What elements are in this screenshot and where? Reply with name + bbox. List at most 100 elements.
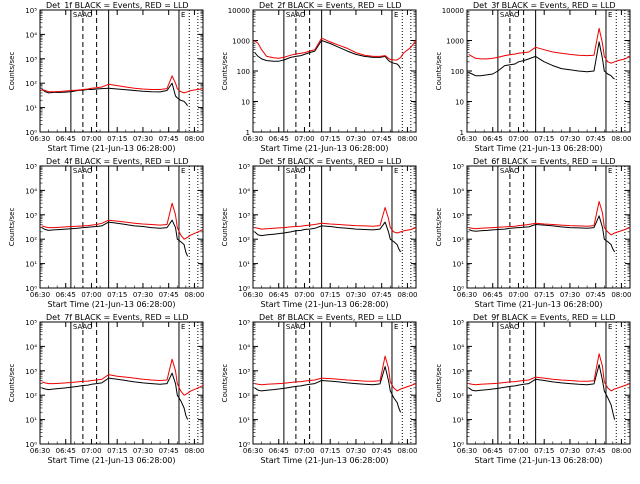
y-tick-label: 10³ [238, 212, 250, 220]
marker-label-right: E [181, 11, 185, 19]
y-tick-label: 10¹ [25, 417, 37, 425]
x-tick-label: 06:45 [483, 135, 503, 143]
y-axis-label: Counts/sec [435, 208, 443, 247]
x-tick-label: 07:45 [586, 135, 606, 143]
x-tick-label: 07:00 [81, 291, 101, 299]
plot-frame [39, 165, 204, 289]
plot-title: Det_6f BLACK = Events, RED = LLD [473, 157, 616, 166]
x-tick-label: 06:30 [243, 135, 263, 143]
x-axis-label: Start Time (21-Jun-13 06:28:00) [475, 456, 603, 465]
lld-series-line [41, 75, 203, 94]
events-series-line [468, 41, 615, 80]
x-tick-label: 07:30 [560, 135, 580, 143]
detector-plot: Det_9f BLACK = Events, RED = LLD 10⁰ 10¹ 10… [435, 313, 632, 465]
x-tick-label: 08:00 [397, 135, 417, 143]
y-tick-label: 10³ [238, 368, 250, 376]
plot-frame [252, 321, 417, 445]
plot-title: Det_8f BLACK = Events, RED = LLD [259, 313, 402, 322]
x-tick-label: 07:15 [534, 447, 554, 455]
marker-label-saa: SAA [73, 11, 88, 19]
x-axis-label: Start Time (21-Jun-13 06:28:00) [475, 144, 603, 153]
y-axis-label: Counts/sec [221, 364, 229, 403]
x-tick-label: 06:45 [269, 135, 289, 143]
y-tick-label: 10⁴ [25, 343, 37, 351]
x-tick-label: 07:15 [107, 291, 127, 299]
lld-series-line [254, 207, 416, 234]
y-tick-label: 10⁰ [25, 441, 37, 449]
marker-label-saa: SAA [500, 11, 515, 19]
plot-title: Det_2f BLACK = Events, RED = LLD [259, 1, 402, 10]
x-tick-label: 07:15 [534, 135, 554, 143]
x-tick-label: 07:00 [508, 447, 528, 455]
x-tick-label: 06:30 [243, 291, 263, 299]
x-tick-label: 07:15 [320, 135, 340, 143]
y-tick-label: 10² [452, 392, 464, 400]
x-tick-label: 08:00 [611, 447, 631, 455]
x-tick-label: 07:45 [586, 291, 606, 299]
x-tick-label: 07:45 [159, 135, 179, 143]
x-tick-label: 07:45 [372, 447, 392, 455]
marker-label-dashed: O [87, 323, 93, 331]
y-axis-label: Counts/sec [8, 52, 16, 91]
x-tick-label: 06:30 [30, 135, 50, 143]
marker-label-dashed: O [300, 167, 306, 175]
y-tick-label: 10¹ [452, 261, 464, 269]
x-tick-label: 07:00 [508, 135, 528, 143]
y-axis-label: Counts/sec [8, 364, 16, 403]
y-tick-label: 10¹ [238, 417, 250, 425]
y-tick-label: 1000 [446, 38, 464, 46]
events-series-line [468, 364, 616, 420]
y-tick-label: 10¹ [25, 105, 37, 113]
y-axis-label: Counts/sec [221, 52, 229, 91]
y-tick-label: 10² [25, 392, 37, 400]
detector-plot: Det_3f BLACK = Events, RED = LLD 1 10 100 10… [435, 1, 632, 153]
x-tick-label: 06:30 [457, 291, 477, 299]
y-tick-label: 10⁰ [25, 285, 37, 293]
marker-label-saa: SAA [73, 167, 88, 175]
y-tick-label: 10³ [25, 368, 37, 376]
marker-label-saa: SAA [286, 323, 301, 331]
y-tick-label: 10⁵ [452, 163, 464, 171]
x-tick-label: 07:45 [159, 291, 179, 299]
marker-label-right: E [394, 167, 398, 175]
plot-frame [466, 321, 631, 445]
y-tick-label: 100 [237, 68, 250, 76]
y-tick-label: 10⁵ [452, 319, 464, 327]
y-tick-label: 10¹ [238, 261, 250, 269]
lld-series-line [468, 201, 630, 236]
x-tick-label: 08:00 [397, 291, 417, 299]
x-tick-label: 08:00 [611, 291, 631, 299]
y-tick-label: 10³ [452, 212, 464, 220]
events-series-line [41, 372, 189, 420]
x-tick-label: 07:30 [133, 135, 153, 143]
marker-label-right: E [608, 167, 612, 175]
y-tick-label: 10 [455, 99, 464, 107]
plot-frame [39, 321, 204, 445]
detector-plot: Det_1f BLACK = Events, RED = LLD 10⁰ 10¹ 10… [8, 1, 205, 153]
x-tick-label: 07:30 [346, 135, 366, 143]
x-tick-label: 08:00 [184, 135, 204, 143]
y-tick-label: 10¹ [452, 417, 464, 425]
x-tick-label: 07:00 [81, 447, 101, 455]
marker-label-saa: SAA [286, 11, 301, 19]
marker-label-dashed: O [87, 167, 93, 175]
y-tick-label: 10⁰ [25, 129, 37, 137]
y-tick-label: 10² [452, 236, 464, 244]
lld-series-line [41, 358, 203, 396]
y-tick-label: 10000 [228, 7, 250, 15]
events-series-line [468, 215, 616, 253]
plot-title: Det_9f BLACK = Events, RED = LLD [473, 313, 616, 322]
x-tick-label: 07:00 [294, 447, 314, 455]
x-tick-label: 06:45 [483, 291, 503, 299]
x-tick-label: 07:15 [534, 291, 554, 299]
y-tick-label: 10⁴ [25, 187, 37, 195]
x-tick-label: 08:00 [611, 135, 631, 143]
marker-label-right: E [608, 11, 612, 19]
y-tick-label: 10² [238, 236, 250, 244]
x-tick-label: 07:15 [107, 135, 127, 143]
plot-title: Det_7f BLACK = Events, RED = LLD [46, 313, 189, 322]
y-tick-label: 10 [241, 99, 250, 107]
x-tick-label: 06:30 [457, 135, 477, 143]
x-tick-label: 06:45 [56, 447, 76, 455]
